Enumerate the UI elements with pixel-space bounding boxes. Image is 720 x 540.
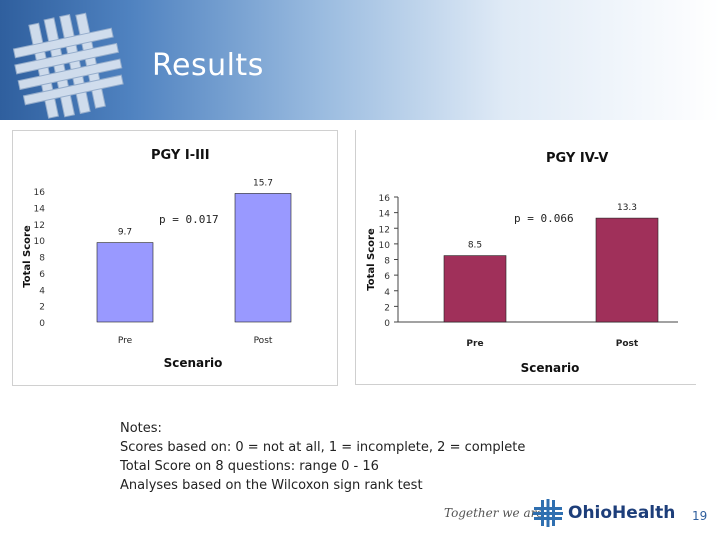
y-tick-label: 6 [384,272,390,282]
category-label: Pre [466,339,483,349]
notes-line: Scores based on: 0 = not at all, 1 = inc… [120,440,526,455]
bar-post [234,193,292,323]
notes-block: Notes: Scores based on: 0 = not at all, … [120,419,525,495]
chart-title: PGY IV-V [546,151,608,166]
chart-pgy-1-3: PGY I-III 0 2 4 6 8 10 12 14 16 Total Score 9.7 Pre 1… [22,148,292,370]
category-label: Pre [118,336,133,346]
chart-title: PGY I-III [151,148,210,163]
y-tick-label: 12 [379,225,390,235]
y-tick-label: 4 [39,286,45,296]
data-label: 13.3 [617,203,637,213]
y-tick-label: 0 [39,319,45,329]
y-tick-label: 10 [34,237,46,247]
y-tick-label: 12 [34,221,45,231]
y-tick-label: 2 [384,303,390,313]
notes-line: Analyses based on the Wilcoxon sign rank… [120,478,423,493]
p-value-annotation: p = 0.066 [514,212,574,225]
ohiohealth-cross-logo-icon [12,12,124,119]
notes-heading: Notes: [120,421,162,436]
bar-post [595,217,659,323]
footer-tagline: Together we are [444,506,544,520]
y-tick-label: 0 [384,319,390,329]
y-tick-label: 14 [34,204,46,214]
slide-title: Results [152,48,264,83]
bar-pre [443,255,507,323]
y-axis-label: Total Score [22,225,33,288]
page-number: 19 [692,509,708,523]
x-axis-label: Scenario [521,361,580,375]
y-tick-label: 8 [384,257,390,267]
data-label: 15.7 [253,178,273,188]
data-label: 8.5 [468,241,482,251]
ohiohealth-small-logo-icon [533,499,563,527]
category-label: Post [254,336,273,346]
category-label: Post [616,339,639,349]
p-value-annotation: p = 0.017 [159,213,219,226]
chart-panel-pgy-1-3: PGY I-III 0 2 4 6 8 10 12 14 16 Total Score 9.7 Pre 1… [12,130,338,386]
footer-brand: OhioHealth [568,503,676,523]
y-tick-label: 16 [34,188,46,198]
y-tick-label: 16 [379,194,391,204]
y-tick-label: 6 [39,270,45,280]
chart-pgy-4-5: PGY IV-V 0 2 4 6 8 10 12 14 16 Total Score 8.5 Pre 13… [366,151,678,375]
y-tick-label: 8 [39,254,45,264]
y-axis-label: Total Score [366,228,377,291]
y-tick-label: 10 [379,241,391,251]
y-tick-label: 4 [384,288,390,298]
notes-line: Total Score on 8 questions: range 0 - 16 [120,459,379,474]
x-axis-label: Scenario [164,356,223,370]
chart-panel-pgy-4-5: PGY IV-V 0 2 4 6 8 10 12 14 16 Total Score 8.5 Pre 13… [355,130,696,385]
data-label: 9.7 [118,228,132,238]
y-tick-label: 2 [39,303,45,313]
y-tick-label: 14 [379,210,391,220]
bar-pre [96,242,154,323]
